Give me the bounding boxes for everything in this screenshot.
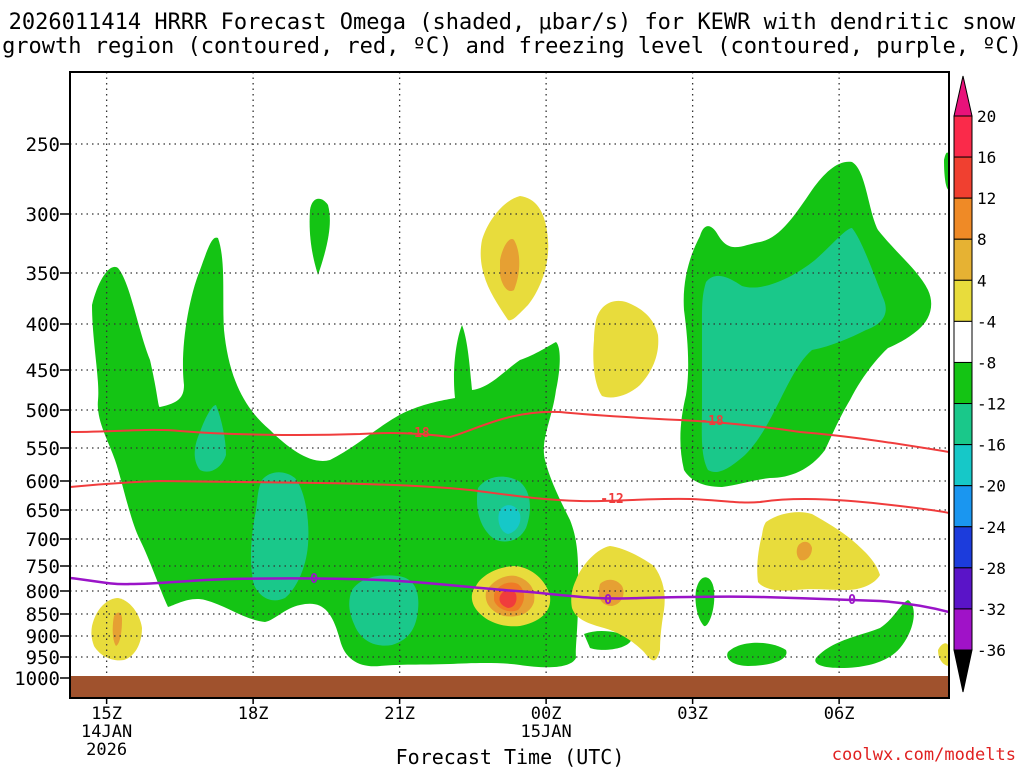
y-tick-label: 750 <box>26 556 60 578</box>
y-tick-label: 850 <box>26 604 60 626</box>
omega-region-yellow-0600 <box>757 512 880 591</box>
y-tick-label: 500 <box>26 400 60 422</box>
colorbar-label: 20 <box>977 107 996 126</box>
omega-region-orange-1500 <box>112 612 122 646</box>
y-tick-label: 650 <box>26 500 60 522</box>
x-tick-label: 21Z <box>384 704 415 724</box>
contour-label-dgz-minus18: -18 <box>406 426 430 441</box>
omega-region-yellow-400 <box>593 300 659 398</box>
colorbar-label: -24 <box>977 518 1006 537</box>
x-tick-label: 06Z <box>824 704 855 724</box>
x-tick-label: 00Z <box>531 704 562 724</box>
omega-region-green-0330 <box>695 577 715 627</box>
y-tick-label: 250 <box>26 134 60 156</box>
colorbar-legend: 20 16 12 8 4 -4 -8 -12 -16 -20 -24 -28 -32 -36 <box>953 75 1006 693</box>
omega-region-red-2300 <box>499 589 517 608</box>
gridlines <box>70 72 949 698</box>
colorbar-label: 12 <box>977 189 996 208</box>
colorbar-band <box>953 156 973 199</box>
colorbar-label: -20 <box>977 477 1006 496</box>
colorbar-label: 4 <box>977 271 987 290</box>
colorbar-band <box>953 485 973 528</box>
x-tick-label: 15Z <box>91 704 122 724</box>
y-tick-label: 550 <box>26 438 60 460</box>
omega-region-teal-2100 <box>349 575 419 646</box>
omega-region-orange-0600 <box>796 541 812 561</box>
omega-shading <box>91 152 949 668</box>
x-tick-year-label: 2026 <box>86 740 127 760</box>
chart-title-line-2: growth region (contoured, red, ºC) and f… <box>2 34 1022 59</box>
y-tick-label: 1000 <box>14 668 60 690</box>
omega-region-green-0400 <box>727 642 787 666</box>
colorbar-label: 8 <box>977 230 987 249</box>
y-tick-label: 700 <box>26 529 60 551</box>
omega-region-green-top-right <box>944 152 949 190</box>
colorbar-band <box>953 115 973 158</box>
colorbar-label: -8 <box>977 353 996 372</box>
x-tick-date-label: 14JAN <box>81 722 132 742</box>
x-tick-label: 03Z <box>677 704 708 724</box>
y-tick-label: 350 <box>26 263 60 285</box>
chart-title-line-1: 2026011414 HRRR Forecast Omega (shaded, … <box>9 10 1016 35</box>
contour-label-dgz-minus12: -12 <box>600 492 623 507</box>
y-axis: 2503003504004505005506006507007508008509… <box>14 134 70 690</box>
omega-region-teal-1630 <box>194 405 226 472</box>
contour-label-dgz-minus18: -18 <box>700 414 724 429</box>
omega-region-green-300 <box>309 198 330 275</box>
colorbar-band <box>953 197 973 240</box>
y-tick-label: 300 <box>26 204 60 226</box>
x-tick-label: 18Z <box>238 704 269 724</box>
colorbar-band <box>953 403 973 446</box>
colorbar-label: -4 <box>977 312 996 331</box>
colorbar-label: -28 <box>977 559 1006 578</box>
ground-surface <box>70 676 949 698</box>
contour-dgz-minus12 <box>70 479 949 514</box>
colorbar-band <box>953 279 973 322</box>
contour-label-freezing-level: 0 <box>604 593 612 608</box>
colorbar-label: 16 <box>977 148 996 167</box>
y-tick-label: 800 <box>26 581 60 603</box>
x-axis-title: Forecast Time (UTC) <box>396 745 625 768</box>
contour-dgz-minus18 <box>70 410 949 453</box>
omega-region-green-0630 <box>815 600 914 668</box>
omega-region-cyan-2300 <box>498 505 521 534</box>
x-tick-date-label: 15JAN <box>521 722 572 742</box>
omega-region-yellow-0800 <box>938 643 949 666</box>
contour-lines: -18 -18 -12 0 0 0 <box>70 410 949 614</box>
contour-label-freezing-level: 0 <box>310 572 318 587</box>
plot-frame <box>69 71 950 699</box>
colorbar-band <box>953 238 973 281</box>
colorbar-bottom-arrow <box>953 649 973 693</box>
contour-freezing-level <box>70 576 949 614</box>
y-tick-label: 950 <box>26 647 60 669</box>
colorbar-label: -16 <box>977 436 1006 455</box>
colorbar-band <box>953 361 973 405</box>
colorbar-band <box>953 444 973 487</box>
colorbar-label: -32 <box>977 600 1006 619</box>
y-tick-label: 900 <box>26 626 60 648</box>
omega-region-teal-right <box>701 228 886 473</box>
colorbar-band <box>953 608 973 651</box>
omega-region-orange-300 <box>500 239 520 292</box>
y-tick-label: 450 <box>26 360 60 382</box>
credit-text: coolwx.com/modelts <box>832 745 1016 765</box>
y-tick-label: 400 <box>26 314 60 336</box>
colorbar-band <box>953 526 973 569</box>
omega-region-green-main <box>92 237 579 668</box>
contour-label-freezing-level: 0 <box>848 593 856 608</box>
colorbar-top-arrow <box>953 75 973 117</box>
omega-region-teal-1800 <box>250 472 309 601</box>
colorbar-label: -36 <box>977 641 1006 660</box>
colorbar-band <box>953 567 973 610</box>
y-tick-label: 600 <box>26 471 60 493</box>
colorbar-band <box>953 320 973 363</box>
colorbar-label: -12 <box>977 395 1006 414</box>
